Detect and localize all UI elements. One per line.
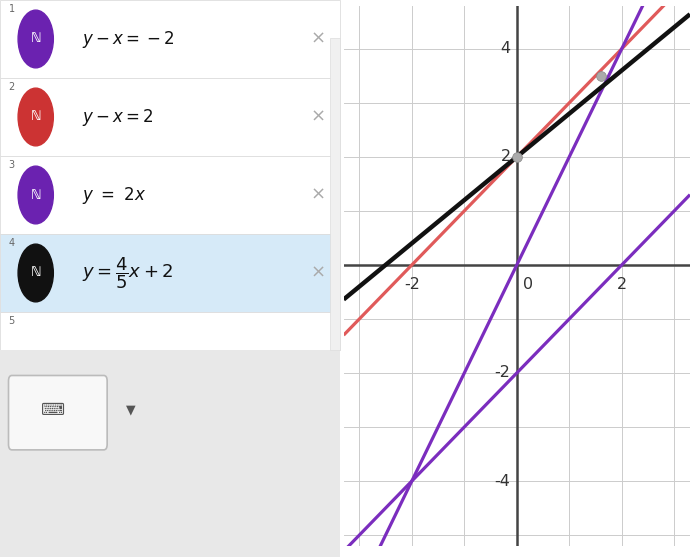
Bar <box>330 38 340 350</box>
Text: ℕ: ℕ <box>30 188 41 202</box>
Text: 2: 2 <box>8 82 14 92</box>
Text: $y = \dfrac{4}{5}x + 2$: $y = \dfrac{4}{5}x + 2$ <box>81 255 173 291</box>
Text: 4: 4 <box>500 41 511 56</box>
Text: ℕ: ℕ <box>30 32 41 46</box>
Circle shape <box>18 88 53 146</box>
Circle shape <box>18 10 53 68</box>
Bar <box>0 0 340 78</box>
Text: ▼: ▼ <box>126 403 136 416</box>
Text: 5: 5 <box>8 316 14 326</box>
Text: ×: × <box>310 264 326 282</box>
Bar <box>0 350 340 465</box>
Bar <box>0 465 340 557</box>
Text: 3: 3 <box>8 160 14 170</box>
Text: ×: × <box>310 186 326 204</box>
Circle shape <box>18 244 53 302</box>
Text: ℕ: ℕ <box>30 266 41 280</box>
Text: ×: × <box>310 108 326 126</box>
Text: ⌨: ⌨ <box>41 401 66 419</box>
Bar <box>0 234 340 312</box>
Text: -4: -4 <box>495 473 511 488</box>
Text: $y \ = \ 2x$: $y \ = \ 2x$ <box>81 184 146 206</box>
Text: 0: 0 <box>523 277 533 292</box>
Text: $y - x = 2$: $y - x = 2$ <box>81 106 154 128</box>
Text: ℕ: ℕ <box>30 110 41 124</box>
Text: -2: -2 <box>495 365 511 380</box>
Text: 1: 1 <box>8 4 14 14</box>
Text: 4: 4 <box>8 238 14 248</box>
Text: 2: 2 <box>617 277 627 292</box>
Text: 2: 2 <box>500 149 511 164</box>
Circle shape <box>18 166 53 224</box>
Text: -2: -2 <box>404 277 420 292</box>
Bar <box>0 312 340 350</box>
Text: $y - x = -2$: $y - x = -2$ <box>81 28 174 50</box>
Bar <box>0 156 340 234</box>
Text: ×: × <box>310 30 326 48</box>
FancyBboxPatch shape <box>8 375 107 450</box>
Bar <box>0 78 340 156</box>
